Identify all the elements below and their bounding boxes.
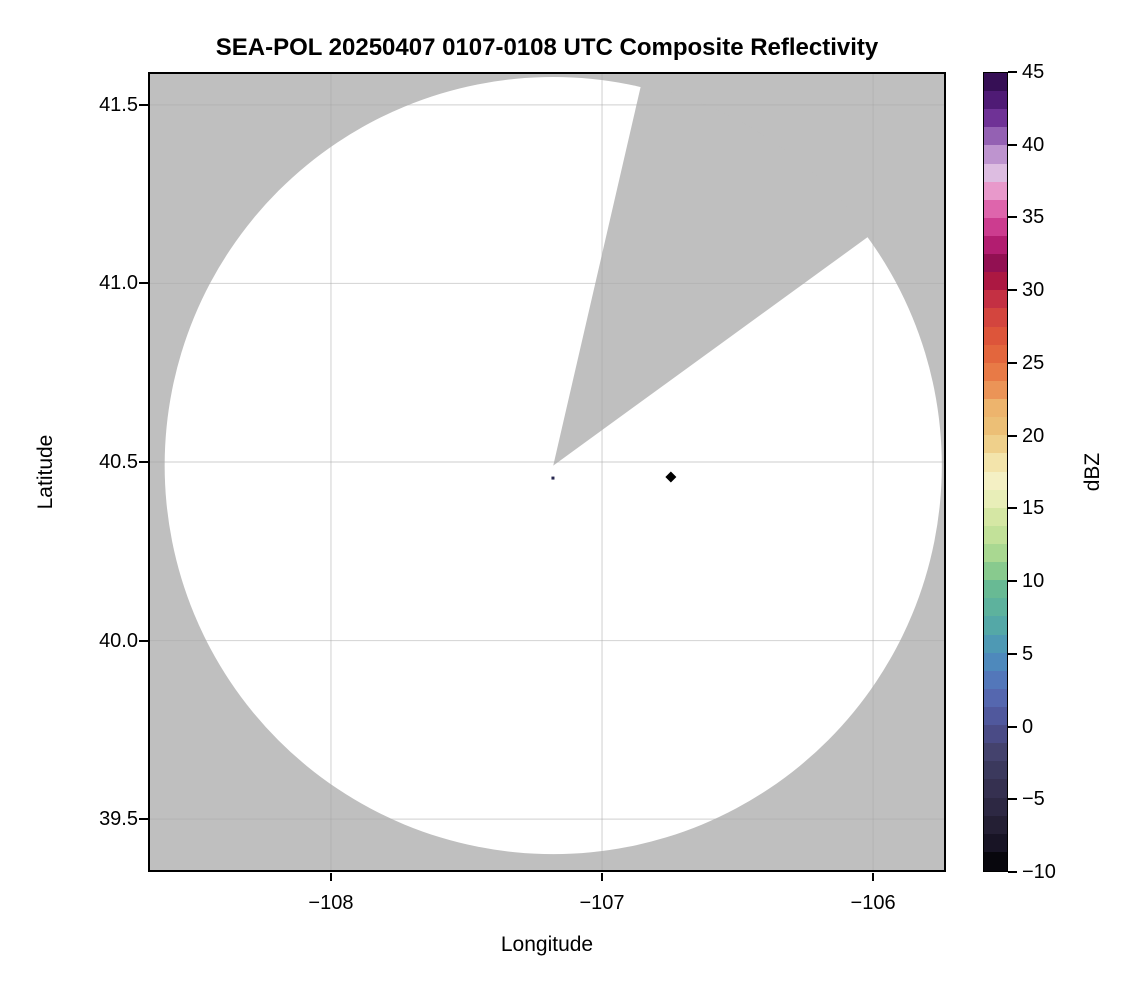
colorbar-tick-mark [1008, 652, 1017, 655]
colorbar-band [984, 833, 1007, 853]
colorbar-band [984, 797, 1007, 817]
radar-map-plot [148, 72, 946, 872]
colorbar-band [984, 706, 1007, 726]
colorbar-band [984, 217, 1007, 237]
chart-title: SEA-POL 20250407 0107-0108 UTC Composite… [215, 34, 879, 61]
x-tick-label: −108 [308, 892, 354, 914]
colorbar-band [984, 580, 1007, 599]
colorbar-tick-mark [1008, 216, 1017, 219]
colorbar-band [984, 73, 1007, 92]
y-tick-mark [139, 461, 148, 463]
colorbar-band [984, 362, 1007, 382]
y-axis-label: Latitude [34, 434, 57, 510]
colorbar-tick-mark [1008, 507, 1017, 510]
colorbar-band [984, 634, 1007, 654]
colorbar-tick-label: 15 [1022, 497, 1045, 520]
colorbar-band [984, 743, 1007, 762]
colorbar-band [984, 181, 1007, 201]
colorbar-band [984, 525, 1007, 545]
colorbar-band [984, 272, 1007, 291]
colorbar-tick-mark [1008, 798, 1017, 801]
colorbar-band [984, 145, 1007, 165]
colorbar-band [984, 489, 1007, 509]
colorbar-band [984, 417, 1007, 436]
colorbar-band [984, 399, 1007, 418]
colorbar-band [984, 471, 1007, 491]
colorbar-band [984, 254, 1007, 273]
colorbar-band [984, 344, 1007, 364]
colorbar-band [984, 290, 1007, 310]
colorbar-tick-label: 10 [1022, 570, 1045, 593]
x-tick-label: −106 [850, 892, 896, 914]
x-tick-mark [872, 873, 875, 881]
colorbar-tick-mark [1008, 580, 1017, 583]
y-tick-label: 41.0 [99, 272, 138, 295]
colorbar-band [984, 91, 1007, 110]
y-tick-label: 41.5 [99, 93, 138, 116]
echo-dot-marker [551, 476, 555, 480]
colorbar-band [984, 109, 1007, 128]
y-tick-mark [139, 639, 148, 642]
colorbar-tick-label: 0 [1022, 715, 1034, 738]
colorbar [983, 72, 1008, 872]
colorbar-tick-label: 35 [1022, 206, 1045, 229]
colorbar-band [984, 761, 1007, 781]
echo-diamond-marker [665, 471, 677, 483]
x-tick-label: −107 [579, 892, 625, 914]
missing-data-wedge [553, 84, 870, 466]
x-axis-label: Longitude [500, 933, 594, 956]
colorbar-tick-label: −10 [1022, 861, 1056, 883]
y-tick-mark [139, 818, 148, 821]
colorbar-band [984, 688, 1007, 708]
colorbar-band [984, 435, 1007, 454]
colorbar-tick-label: 20 [1022, 424, 1045, 447]
colorbar-band [984, 815, 1007, 835]
colorbar-band [984, 507, 1007, 527]
y-tick-label: 40.0 [99, 629, 138, 652]
colorbar-band [984, 725, 1007, 744]
colorbar-band [984, 308, 1007, 328]
colorbar-band [984, 127, 1007, 147]
colorbar-tick-label: 45 [1022, 61, 1045, 83]
colorbar-band [984, 236, 1007, 255]
colorbar-tick-mark [1008, 871, 1017, 873]
colorbar-band [984, 616, 1007, 636]
colorbar-tick-label: 30 [1022, 279, 1045, 302]
colorbar-tick-label: −5 [1022, 788, 1045, 811]
colorbar-tick-mark [1008, 434, 1017, 437]
colorbar-band [984, 779, 1007, 799]
colorbar-band [984, 851, 1007, 871]
y-tick-label: 39.5 [99, 808, 138, 831]
colorbar-band [984, 652, 1007, 672]
colorbar-band [984, 543, 1007, 563]
colorbar-band [984, 598, 1007, 617]
colorbar-tick-mark [1008, 143, 1017, 146]
colorbar-tick-mark [1008, 71, 1017, 73]
colorbar-band [984, 453, 1007, 473]
colorbar-tick-mark [1008, 725, 1017, 728]
colorbar-band [984, 380, 1007, 400]
colorbar-band [984, 670, 1007, 690]
y-tick-mark [139, 103, 148, 106]
colorbar-band [984, 326, 1007, 346]
colorbar-band [984, 163, 1007, 183]
colorbar-label: dBZ [1081, 452, 1104, 492]
x-tick-mark [601, 873, 604, 881]
y-tick-label: 40.5 [99, 451, 138, 473]
axes-spines [148, 72, 946, 872]
colorbar-band [984, 199, 1007, 219]
colorbar-tick-mark [1008, 361, 1017, 364]
colorbar-tick-label: 25 [1022, 351, 1045, 374]
colorbar-tick-mark [1008, 289, 1017, 292]
colorbar-band [984, 562, 1007, 581]
colorbar-tick-label: 5 [1022, 642, 1034, 665]
colorbar-tick-label: 40 [1022, 133, 1045, 156]
x-tick-mark [329, 873, 332, 881]
y-tick-mark [139, 282, 148, 285]
